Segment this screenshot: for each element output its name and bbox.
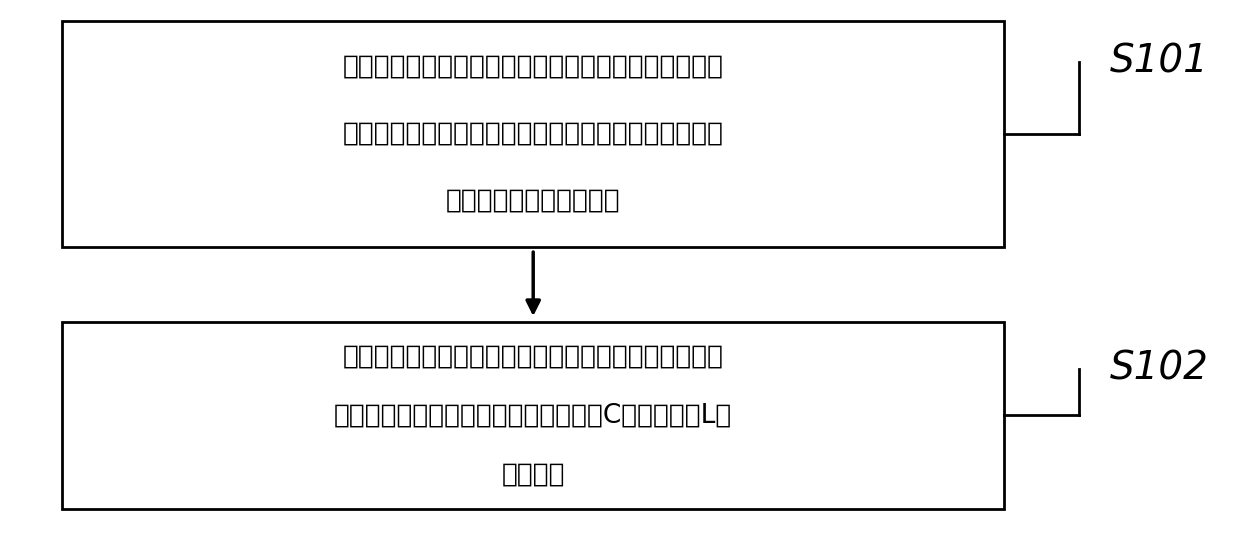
Text: 响应动作时间确定振荡支路中振荡电容C和振荡电感L的: 响应动作时间确定振荡支路中振荡电容C和振荡电感L的 bbox=[334, 403, 733, 428]
Text: 通过控制模块的动作时间和机械开关支路中机械开关的: 通过控制模块的动作时间和机械开关支路中机械开关的 bbox=[342, 344, 724, 369]
Text: 取值范围: 取值范围 bbox=[501, 461, 565, 487]
Text: 机械开关的响应动作时间: 机械开关的响应动作时间 bbox=[446, 188, 620, 214]
Bar bbox=[62, 322, 1004, 509]
Text: 的动作时序确定控制模块的动作时间和机械开关支路中: 的动作时序确定控制模块的动作时间和机械开关支路中 bbox=[342, 121, 724, 147]
Bar bbox=[62, 21, 1004, 247]
Text: S102: S102 bbox=[1110, 349, 1209, 388]
Text: 通过整定直流线路发生故障后机械开关支路与振荡支路: 通过整定直流线路发生故障后机械开关支路与振荡支路 bbox=[342, 54, 724, 80]
Text: S101: S101 bbox=[1110, 43, 1209, 81]
